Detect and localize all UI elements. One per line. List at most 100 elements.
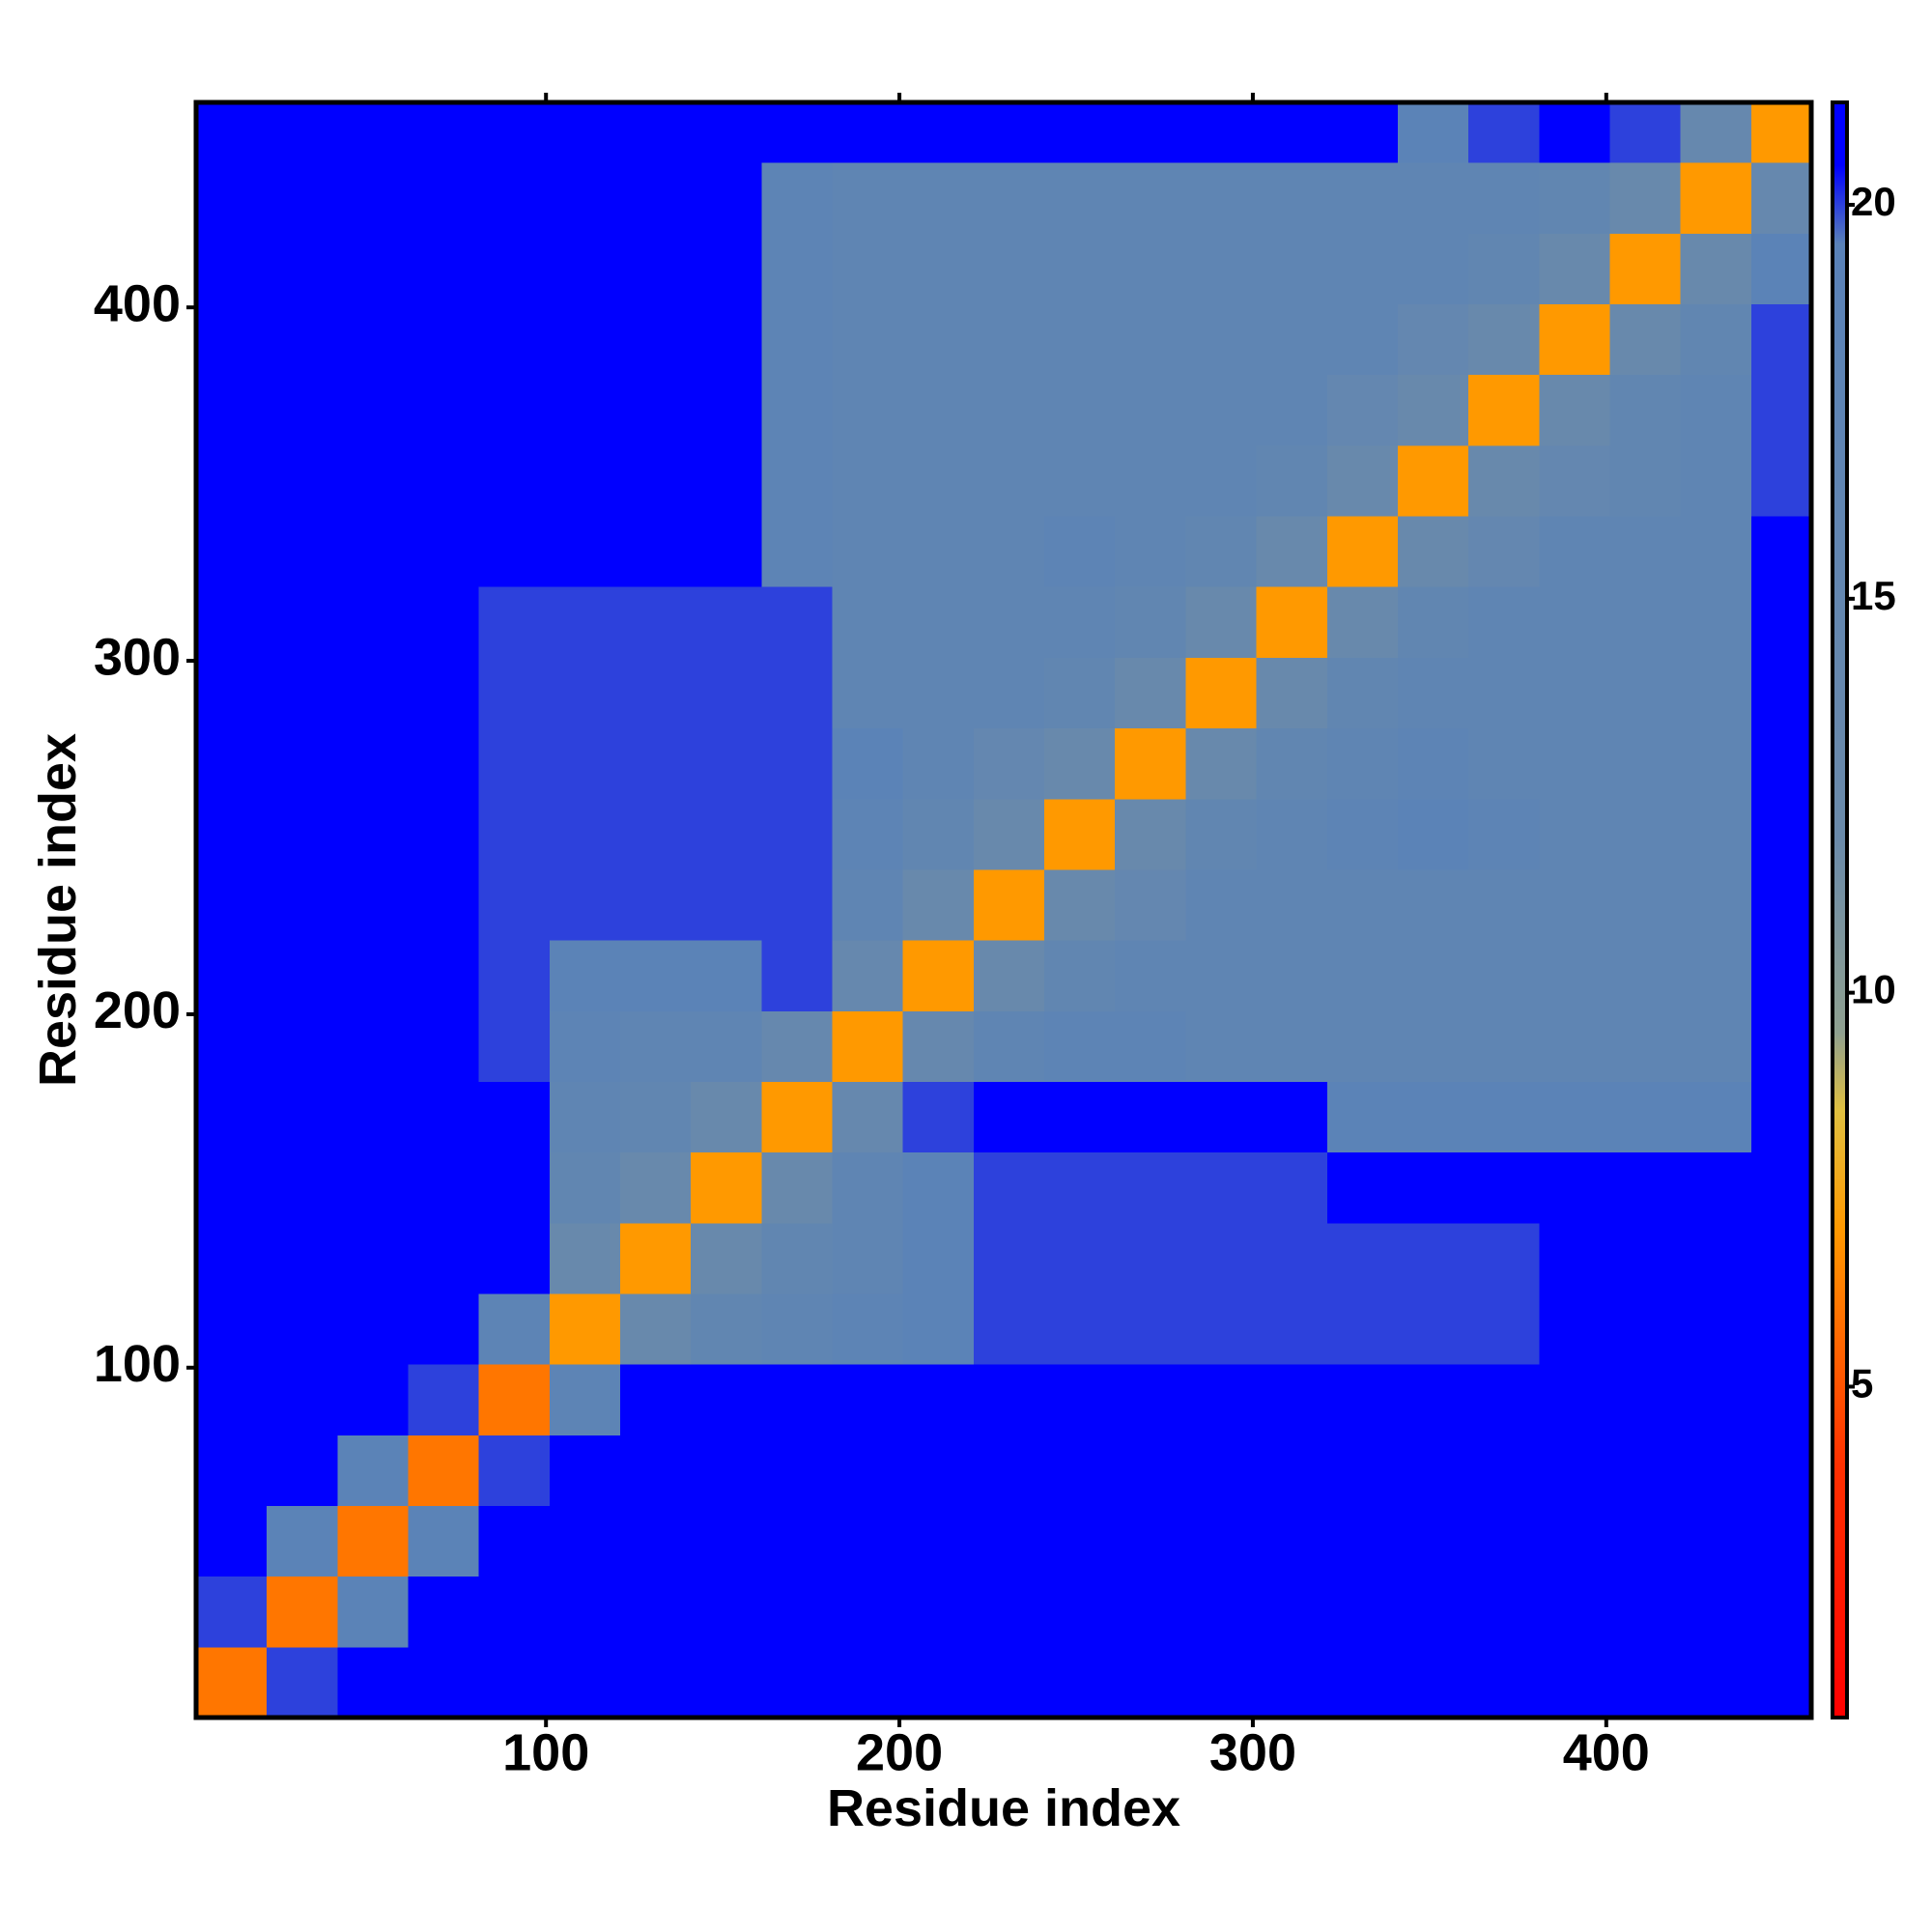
heatmap-cell (549, 1364, 621, 1435)
heatmap-cell (1256, 1010, 1328, 1082)
heatmap-cell (1468, 516, 1540, 587)
heatmap-cell (337, 868, 410, 941)
heatmap-cell (832, 374, 904, 446)
heatmap-cell (1326, 516, 1399, 587)
heatmap-cell (1397, 1435, 1469, 1506)
heatmap-cell (1185, 798, 1258, 870)
heatmap-cell (1185, 868, 1258, 941)
y-axis-title: Residue index (29, 733, 87, 1087)
heatmap-cell (1326, 162, 1399, 234)
heatmap-cell (620, 1293, 692, 1365)
heatmap-cell (1326, 303, 1399, 376)
heatmap-cell (620, 1081, 692, 1153)
heatmap-cell (267, 1505, 338, 1577)
heatmap-cell (1397, 1576, 1469, 1648)
heatmap-cell (1115, 233, 1186, 305)
heatmap-cell (408, 940, 480, 1011)
heatmap-cell (1750, 1010, 1812, 1082)
heatmap-cell (1044, 940, 1116, 1011)
heatmap-cell (267, 798, 338, 870)
heatmap-cell (1256, 1505, 1328, 1577)
heatmap-cell (1326, 1010, 1399, 1082)
heatmap-cell (478, 727, 551, 800)
heatmap-cell (1326, 586, 1399, 658)
heatmap-cell (620, 657, 692, 729)
heatmap-cell (1397, 374, 1469, 446)
heatmap-cell (408, 303, 480, 376)
heatmap-cell (902, 940, 975, 1011)
heatmap-cell (1256, 1435, 1328, 1506)
colorbar-tick-label: 5 (1851, 1361, 1873, 1406)
heatmap-cell (1680, 444, 1752, 517)
heatmap-cell (1468, 374, 1540, 446)
heatmap-cell (902, 1151, 975, 1224)
plot-frame (193, 99, 1814, 1720)
heatmap-cell (1326, 798, 1399, 870)
heatmap-cell (620, 586, 692, 658)
heatmap-cell (196, 1081, 268, 1153)
heatmap (196, 102, 1812, 1719)
heatmap-cell (408, 1293, 480, 1365)
heatmap-cell (1397, 233, 1469, 305)
heatmap-cell (1750, 657, 1812, 729)
heatmap-cell (973, 1151, 1045, 1224)
heatmap-cell (478, 868, 551, 941)
heatmap-cell (337, 1646, 410, 1719)
heatmap-cell (761, 102, 834, 163)
heatmap-cell (1397, 727, 1469, 800)
heatmap-cell (691, 1435, 762, 1506)
heatmap-cell (267, 444, 338, 517)
heatmap-cell (761, 162, 834, 234)
heatmap-cell (832, 940, 904, 1011)
heatmap-cell (620, 1435, 692, 1506)
heatmap-cell (478, 1646, 551, 1719)
heatmap-cell (902, 1222, 975, 1294)
heatmap-cell (478, 657, 551, 729)
heatmap-cell (973, 1293, 1045, 1365)
heatmap-cell (1256, 303, 1328, 376)
heatmap-cell (902, 1646, 975, 1719)
heatmap-cell (549, 1222, 621, 1294)
heatmap-cell (1397, 1505, 1469, 1577)
heatmap-cell (196, 868, 268, 941)
heatmap-cell (1326, 1576, 1399, 1648)
heatmap-cell (1397, 1364, 1469, 1435)
heatmap-cell (1750, 1364, 1812, 1435)
heatmap-cell (1115, 102, 1186, 163)
heatmap-cell (1115, 868, 1186, 941)
heatmap-cell (620, 233, 692, 305)
heatmap-cell (1256, 586, 1328, 658)
heatmap-cell (761, 233, 834, 305)
heatmap-cell (1115, 516, 1186, 587)
heatmap-cell (408, 1505, 480, 1577)
heatmap-cell (337, 1505, 410, 1577)
heatmap-cell (267, 303, 338, 376)
heatmap-cell (1750, 1293, 1812, 1365)
heatmap-cell (1539, 303, 1610, 376)
heatmap-cell (1185, 1222, 1258, 1294)
heatmap-cell (1539, 1222, 1610, 1294)
heatmap-cell (620, 1151, 692, 1224)
heatmap-cell (1750, 162, 1812, 234)
heatmap-cell (1256, 868, 1328, 941)
heatmap-cell (1326, 868, 1399, 941)
heatmap-cell (1044, 1435, 1116, 1506)
heatmap-cell (408, 868, 480, 941)
heatmap-cell (196, 102, 268, 163)
heatmap-cell (1680, 1010, 1752, 1082)
y-tick-label: 200 (94, 981, 181, 1039)
colorbar-tick-label: 15 (1851, 573, 1896, 618)
heatmap-cell (337, 657, 410, 729)
heatmap-cell (408, 374, 480, 446)
heatmap-cell (1326, 1364, 1399, 1435)
heatmap-cell (267, 868, 338, 941)
heatmap-cell (1539, 1081, 1610, 1153)
heatmap-cell (832, 233, 904, 305)
heatmap-cell (196, 303, 268, 376)
heatmap-cell (1256, 1646, 1328, 1719)
heatmap-cell (1468, 868, 1540, 941)
heatmap-cell (832, 1576, 904, 1648)
x-axis-title: Residue index (827, 1779, 1180, 1837)
heatmap-cell (1750, 374, 1812, 446)
heatmap-cell (1185, 586, 1258, 658)
